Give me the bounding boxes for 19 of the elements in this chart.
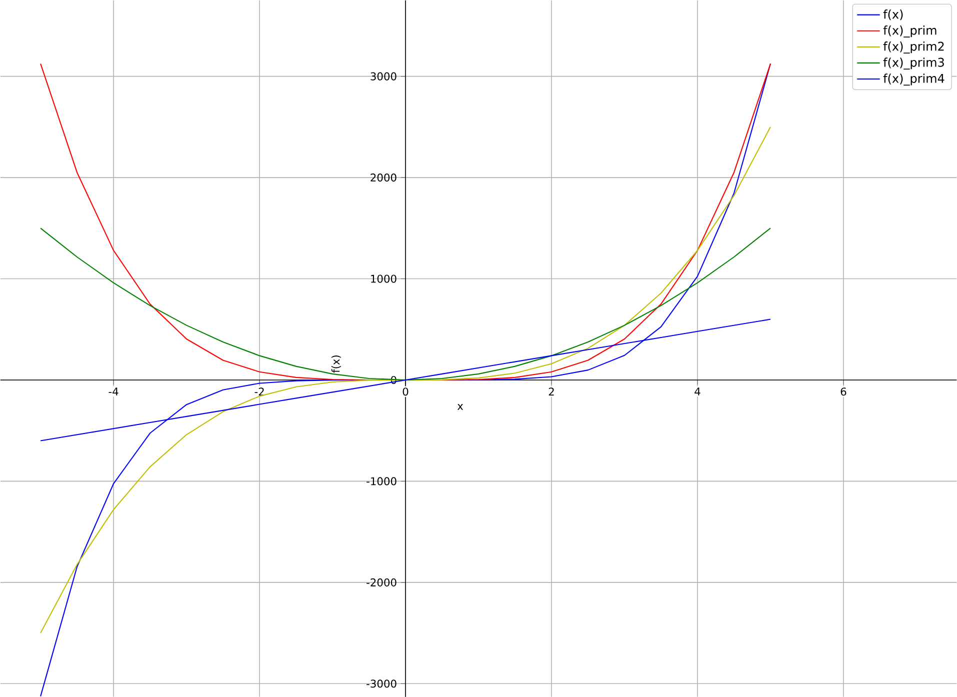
line-series bbox=[40, 126, 772, 634]
y-tick-label: -3000 bbox=[366, 680, 396, 688]
x-tick-label: 6 bbox=[840, 387, 846, 396]
y-tick-label: 1000 bbox=[371, 274, 396, 283]
x-tick-label: -4 bbox=[108, 387, 118, 396]
y-tick-label: -2000 bbox=[366, 578, 396, 586]
legend-label: f(x) bbox=[883, 9, 903, 20]
y-tick-label: -1000 bbox=[366, 477, 396, 486]
y-tick-label: 2000 bbox=[370, 173, 396, 182]
x-tick-label: 0 bbox=[402, 387, 408, 396]
x-axis-title: x bbox=[457, 404, 464, 410]
y-axis-title: f(x) bbox=[331, 355, 341, 373]
legend-label: f(x)_prim4 bbox=[883, 74, 944, 86]
legend-label: f(x)_prim2 bbox=[883, 41, 944, 54]
legend-label: f(x)_prim bbox=[883, 25, 936, 38]
legend-label: f(x)_prim3 bbox=[883, 57, 944, 70]
x-tick-label: 4 bbox=[694, 387, 700, 396]
y-tick-label: 3000 bbox=[370, 72, 396, 80]
x-tick-label: 2 bbox=[548, 387, 554, 396]
